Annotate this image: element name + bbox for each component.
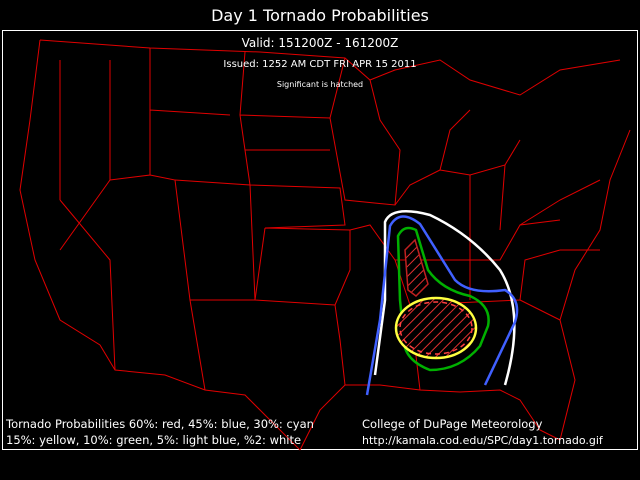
contour-5-percent (365, 215, 519, 396)
credit-url: http://kamala.cod.edu/SPC/day1.tornado.g… (362, 434, 604, 447)
significant-outline (399, 301, 473, 355)
probability-contours (365, 210, 519, 396)
legend-line: 15%: yellow, 10%: green, 5%: light blue,… (6, 433, 301, 447)
map-title: Day 1 Tornado Probabilities (211, 6, 429, 25)
map-frame (2, 30, 638, 450)
contour-15-percent (394, 296, 478, 360)
hatch-note: Significant is hatched (277, 80, 363, 89)
significant-hatch (404, 238, 429, 297)
valid-time: Valid: 151200Z - 161200Z (242, 36, 399, 50)
issued-time: Issued: 1252 AM CDT FRI APR 15 2011 (223, 59, 416, 70)
credit-line: College of DuPage Meteorology (362, 417, 543, 431)
contour-10-percent (396, 226, 490, 372)
legend-line: Tornado Probabilities 60%: red, 45%: blu… (5, 417, 314, 431)
